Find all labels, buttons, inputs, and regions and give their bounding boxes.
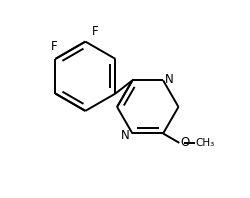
Text: F: F [51, 40, 58, 53]
Text: CH₃: CH₃ [196, 138, 215, 148]
Text: N: N [121, 129, 130, 142]
Text: N: N [165, 73, 174, 86]
Text: O: O [180, 136, 190, 149]
Text: F: F [92, 25, 98, 38]
